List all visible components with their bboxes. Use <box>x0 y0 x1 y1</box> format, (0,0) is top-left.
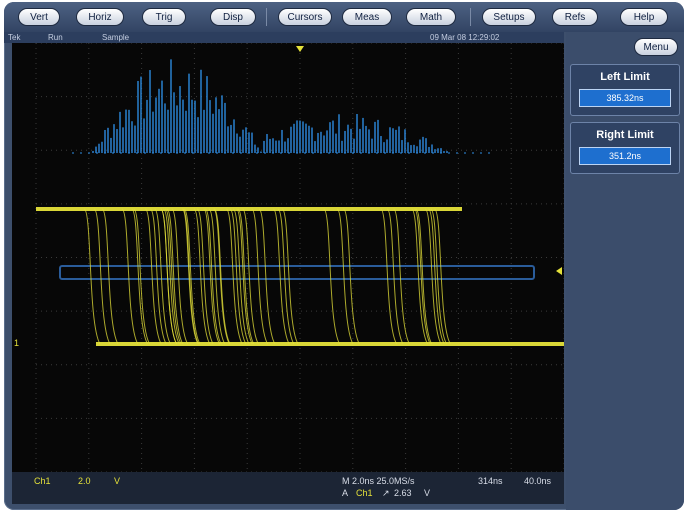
menu-setups-button[interactable]: Setups <box>482 8 536 26</box>
trace-falling-edge <box>427 208 445 345</box>
trace-falling-edge <box>208 208 226 345</box>
trace-falling-edge <box>241 208 259 345</box>
timebase-readout[interactable]: M 2.0ns 25.0MS/s <box>342 476 415 486</box>
trace-falling-edge <box>181 208 199 345</box>
right-limit-control[interactable]: Right Limit 351.2ns <box>570 122 680 174</box>
side-panel: Menu Left Limit 385.32ns Right Limit 351… <box>566 32 684 510</box>
trace-falling-edge <box>164 208 182 345</box>
trigger-channel[interactable]: Ch1 <box>356 488 373 498</box>
trace-falling-edge <box>251 208 269 345</box>
trigger-level-marker <box>556 267 562 275</box>
left-limit-value[interactable]: 385.32ns <box>579 89 671 107</box>
trace-falling-edge <box>258 208 276 345</box>
acquisition-mode-label: Sample <box>102 33 130 42</box>
menu-cursors-button[interactable]: Cursors <box>278 8 332 26</box>
trace-falling-edge <box>424 208 442 345</box>
trace-falling-edge <box>183 208 201 345</box>
trace-falling-edge <box>411 208 429 345</box>
trace-falling-edge <box>237 208 255 345</box>
menu-help-button[interactable]: Help <box>620 8 668 26</box>
menu-separator <box>470 8 471 26</box>
trace-falling-edge <box>213 208 230 345</box>
trace-falling-edge <box>413 208 431 345</box>
trace-falling-edge <box>196 208 214 345</box>
datetime-label: 09 Mar 08 12:29:02 <box>430 33 500 42</box>
trace-falling-edge <box>433 208 451 345</box>
trace-falling-edge <box>121 208 139 345</box>
trace-falling-edge <box>171 208 189 345</box>
menu-trig-button[interactable]: Trig <box>142 8 186 26</box>
trigger-level[interactable]: 2.63 <box>394 488 412 498</box>
trace-falling-edge <box>144 208 162 345</box>
status-line: Tek Run Sample 09 Mar 08 12:29:02 <box>4 32 564 43</box>
waveform-display[interactable]: 1 <box>12 43 564 472</box>
waveform-graph <box>35 43 564 472</box>
menu-math-button[interactable]: Math <box>406 8 456 26</box>
readout-bar: Ch1 2.0 V M 2.0ns 25.0MS/s A Ch1 ↗ 2.63 … <box>12 472 564 504</box>
trace-falling-edge <box>225 208 243 345</box>
trace-falling-edge <box>336 208 354 345</box>
oscilloscope-window: Vert Horiz Trig Disp Cursors Meas Math S… <box>4 2 684 510</box>
trace-falling-edge <box>229 208 247 345</box>
ch1-ground-marker[interactable]: 1 <box>14 338 20 348</box>
trace-falling-edge <box>182 208 200 345</box>
trace-falling-edge <box>393 208 410 345</box>
trace-falling-edge <box>235 208 253 345</box>
trigger-level-unit: V <box>424 488 431 498</box>
menu-vert-button[interactable]: Vert <box>18 8 60 26</box>
menu-separator <box>266 8 267 26</box>
histogram-limit-box <box>59 265 535 280</box>
trace-falling-edge <box>281 208 299 345</box>
trigger-prefix: A <box>342 488 349 498</box>
trace-falling-edge <box>342 208 360 345</box>
menu-disp-button[interactable]: Disp <box>210 8 256 26</box>
trace-falling-edge <box>166 208 184 345</box>
menu-refs-button[interactable]: Refs <box>552 8 598 26</box>
trigger-position-marker <box>296 46 304 52</box>
record-position[interactable]: 314ns <box>478 476 503 486</box>
trace-falling-edge <box>160 208 178 345</box>
trace-falling-edge <box>131 208 149 345</box>
menu-horiz-button[interactable]: Horiz <box>76 8 124 26</box>
trace-falling-edge <box>204 208 222 345</box>
trace-falling-edge <box>133 208 151 345</box>
channel-label[interactable]: Ch1 <box>34 476 51 486</box>
trace-falling-edge <box>272 208 290 345</box>
menu-bar: Vert Horiz Trig Disp Cursors Meas Math S… <box>4 2 684 32</box>
trace-falling-edge <box>162 208 180 345</box>
trace-falling-edge <box>101 208 119 345</box>
right-limit-title: Right Limit <box>596 129 654 141</box>
menu-meas-button[interactable]: Meas <box>342 8 392 26</box>
right-limit-value[interactable]: 351.2ns <box>579 147 671 165</box>
left-limit-control[interactable]: Left Limit 385.32ns <box>570 64 680 116</box>
trace-falling-edge <box>232 208 250 345</box>
left-limit-title: Left Limit <box>600 71 650 83</box>
trace-falling-edge <box>83 208 101 345</box>
trace-falling-edge <box>386 208 404 345</box>
run-state-label: Run <box>48 33 63 42</box>
trace-falling-edge <box>93 208 111 345</box>
trace-falling-edge <box>193 208 211 345</box>
trace-falling-edge <box>277 208 295 345</box>
trace-falling-edge <box>213 208 231 345</box>
channel-scale[interactable]: 2.0 <box>78 476 91 486</box>
menu-button[interactable]: Menu <box>634 38 678 56</box>
trace-falling-edge <box>203 208 221 345</box>
trace-falling-edge <box>323 208 341 345</box>
channel-unit: V <box>114 476 121 486</box>
record-length[interactable]: 40.0ns <box>524 476 552 486</box>
brand-label: Tek <box>8 33 21 42</box>
trace-falling-edge <box>154 208 171 345</box>
trace-falling-edge <box>415 208 433 345</box>
trace-falling-edge <box>430 208 448 345</box>
trace-falling-edge <box>149 208 167 345</box>
trigger-slope-icon[interactable]: ↗ <box>382 488 390 498</box>
trace-falling-edge <box>380 208 398 345</box>
